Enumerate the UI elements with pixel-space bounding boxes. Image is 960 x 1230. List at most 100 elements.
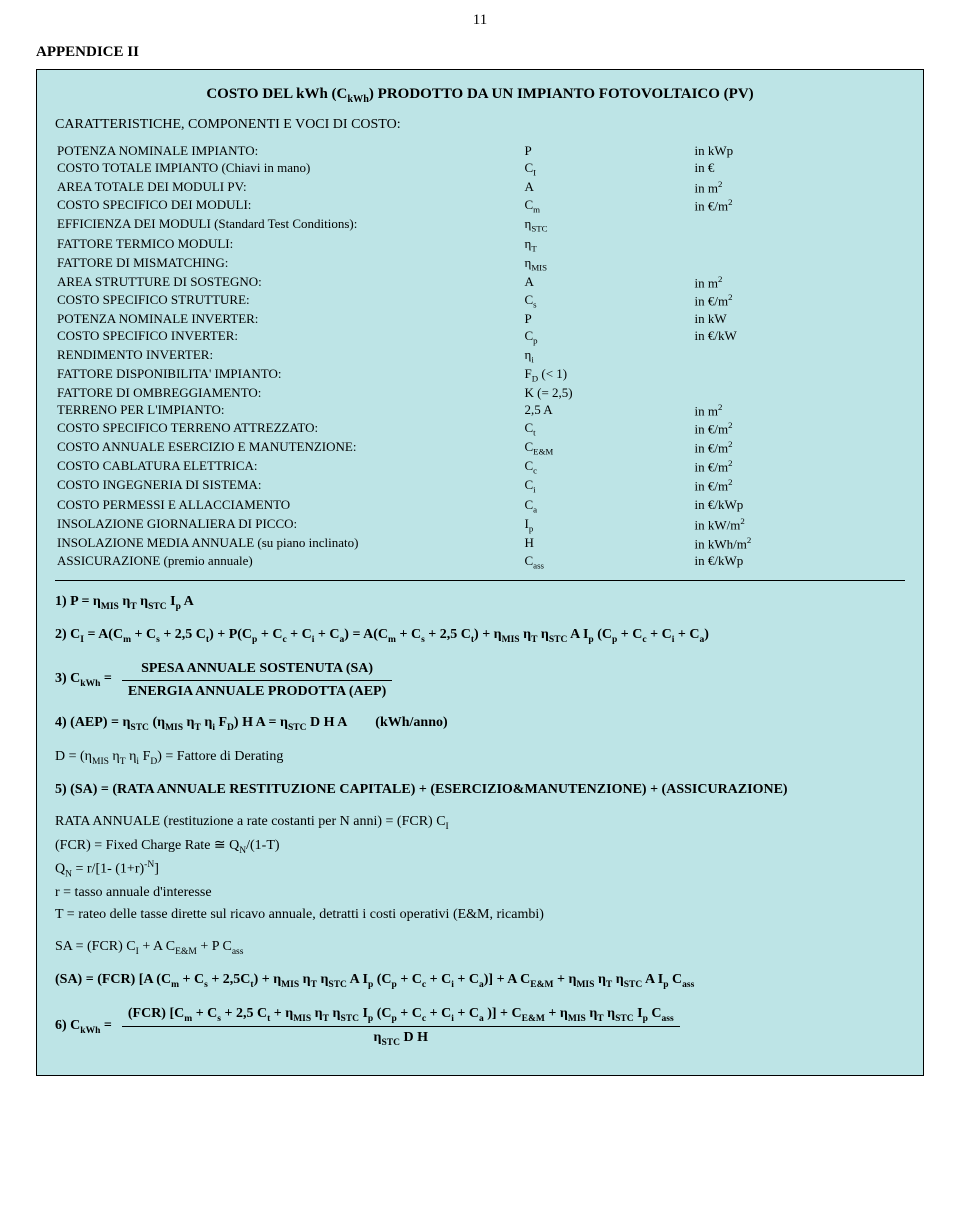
table-row: COSTO SPECIFICO INVERTER:Cpin €/kW xyxy=(55,328,905,347)
row-unit xyxy=(693,216,906,235)
table-row: INSOLAZIONE GIORNALIERA DI PICCO:Ipin kW… xyxy=(55,516,905,535)
row-unit xyxy=(693,236,906,255)
table-row: COSTO ANNUALE ESERCIZIO E MANUTENZIONE:C… xyxy=(55,439,905,458)
row-label: FATTORE DI MISMATCHING: xyxy=(55,255,523,274)
row-unit: in € xyxy=(693,160,906,179)
table-row: ASSICURAZIONE (premio annuale)Cassin €/k… xyxy=(55,553,905,572)
row-label: COSTO CABLATURA ELETTRICA: xyxy=(55,458,523,477)
table-row: AREA TOTALE DEI MODULI PV:Ain m2 xyxy=(55,179,905,197)
row-label: FATTORE TERMICO MODULI: xyxy=(55,236,523,255)
formula-3: 3) CkWh = SPESA ANNUALE SOSTENUTA (SA) E… xyxy=(55,658,905,702)
table-row: FATTORE DI OMBREGGIAMENTO:K (= 2,5) xyxy=(55,385,905,402)
row-unit: in €/m2 xyxy=(693,477,906,496)
row-label: RENDIMENTO INVERTER: xyxy=(55,347,523,366)
row-label: FATTORE DI OMBREGGIAMENTO: xyxy=(55,385,523,402)
table-row: COSTO SPECIFICO STRUTTURE:Csin €/m2 xyxy=(55,292,905,311)
row-unit: in €/kW xyxy=(693,328,906,347)
rata-line-2: (FCR) = Fixed Charge Rate ≅ QN/(1-T) xyxy=(55,835,905,859)
row-unit: in kW xyxy=(693,311,906,328)
row-unit: in m2 xyxy=(693,179,906,197)
formula-2: 2) CI = A(Cm + Cs + 2,5 Ct) + P(Cp + Cc … xyxy=(55,624,905,648)
row-unit: in kW/m2 xyxy=(693,516,906,535)
formula-1: 1) P = ηMIS ηT ηSTC Ip A xyxy=(55,591,905,615)
sa-line-1: SA = (FCR) CI + A CE&M + P Cass xyxy=(55,936,905,960)
row-unit: in €/m2 xyxy=(693,420,906,439)
table-row: FATTORE DISPONIBILITA' IMPIANTO:FD (< 1) xyxy=(55,366,905,385)
row-symbol: 2,5 A xyxy=(523,402,693,420)
table-row: FATTORE DI MISMATCHING:ηMIS xyxy=(55,255,905,274)
row-symbol: CI xyxy=(523,160,693,179)
table-row: INSOLAZIONE MEDIA ANNUALE (su piano incl… xyxy=(55,535,905,553)
row-label: COSTO SPECIFICO STRUTTURE: xyxy=(55,292,523,311)
row-symbol: Ct xyxy=(523,420,693,439)
row-symbol: Cass xyxy=(523,553,693,572)
content-panel: COSTO DEL kWh (CkWh) PRODOTTO DA UN IMPI… xyxy=(36,69,924,1076)
row-label: COSTO SPECIFICO INVERTER: xyxy=(55,328,523,347)
panel-title: COSTO DEL kWh (CkWh) PRODOTTO DA UN IMPI… xyxy=(55,84,905,107)
characteristics-table: POTENZA NOMINALE IMPIANTO:Pin kWpCOSTO T… xyxy=(55,143,905,572)
row-symbol: Cp xyxy=(523,328,693,347)
row-unit xyxy=(693,347,906,366)
row-unit: in €/m2 xyxy=(693,458,906,477)
table-row: FATTORE TERMICO MODULI:ηT xyxy=(55,236,905,255)
row-symbol: P xyxy=(523,143,693,160)
row-symbol: Cs xyxy=(523,292,693,311)
table-row: COSTO SPECIFICO DEI MODULI:Cmin €/m2 xyxy=(55,197,905,216)
row-unit xyxy=(693,255,906,274)
table-row: COSTO CABLATURA ELETTRICA:Ccin €/m2 xyxy=(55,458,905,477)
row-symbol: ηSTC xyxy=(523,216,693,235)
row-unit: in €/m2 xyxy=(693,197,906,216)
row-label: INSOLAZIONE GIORNALIERA DI PICCO: xyxy=(55,516,523,535)
row-label: AREA STRUTTURE DI SOSTEGNO: xyxy=(55,274,523,292)
table-row: POTENZA NOMINALE IMPIANTO:Pin kWp xyxy=(55,143,905,160)
rata-line-4: r = tasso annuale d'interesse xyxy=(55,882,905,904)
table-row: EFFICIENZA DEI MODULI (Standard Test Con… xyxy=(55,216,905,235)
row-symbol: K (= 2,5) xyxy=(523,385,693,402)
page-number: 11 xyxy=(0,0,960,30)
sa-line-2: (SA) = (FCR) [A (Cm + Cs + 2,5Ct) + ηMIS… xyxy=(55,969,905,993)
formula-6: 6) CkWh = (FCR) [Cm + Cs + 2,5 Ct + ηMIS… xyxy=(55,1003,905,1051)
row-unit: in m2 xyxy=(693,402,906,420)
table-row: COSTO SPECIFICO TERRENO ATTREZZATO:Ctin … xyxy=(55,420,905,439)
row-label: TERRENO PER L'IMPIANTO: xyxy=(55,402,523,420)
table-row: RENDIMENTO INVERTER:ηi xyxy=(55,347,905,366)
rata-line-1: RATA ANNUALE (restituzione a rate costan… xyxy=(55,811,905,835)
row-unit xyxy=(693,385,906,402)
row-label: COSTO SPECIFICO TERRENO ATTREZZATO: xyxy=(55,420,523,439)
section-title: CARATTERISTICHE, COMPONENTI E VOCI DI CO… xyxy=(55,116,905,135)
row-label: COSTO SPECIFICO DEI MODULI: xyxy=(55,197,523,216)
derating-def: D = (ηMIS ηT ηi FD) = Fattore di Deratin… xyxy=(55,746,905,770)
row-unit: in m2 xyxy=(693,274,906,292)
row-unit: in €/m2 xyxy=(693,439,906,458)
row-symbol: Ip xyxy=(523,516,693,535)
rata-line-3: QN = r/[1- (1+r)-N] xyxy=(55,858,905,882)
row-label: POTENZA NOMINALE IMPIANTO: xyxy=(55,143,523,160)
row-label: AREA TOTALE DEI MODULI PV: xyxy=(55,179,523,197)
table-row: COSTO PERMESSI E ALLACCIAMENTOCain €/kWp xyxy=(55,497,905,516)
row-symbol: H xyxy=(523,535,693,553)
row-symbol: ηT xyxy=(523,236,693,255)
row-symbol: Cm xyxy=(523,197,693,216)
row-symbol: ηMIS xyxy=(523,255,693,274)
row-label: COSTO PERMESSI E ALLACCIAMENTO xyxy=(55,497,523,516)
row-symbol: A xyxy=(523,274,693,292)
row-unit: in €/kWp xyxy=(693,497,906,516)
table-row: COSTO TOTALE IMPIANTO (Chiavi in mano)CI… xyxy=(55,160,905,179)
row-unit: in €/m2 xyxy=(693,292,906,311)
formulas-block: 1) P = ηMIS ηT ηSTC Ip A 2) CI = A(Cm + … xyxy=(55,591,905,1051)
row-label: FATTORE DISPONIBILITA' IMPIANTO: xyxy=(55,366,523,385)
row-unit xyxy=(693,366,906,385)
divider xyxy=(55,580,905,581)
row-label: COSTO INGEGNERIA DI SISTEMA: xyxy=(55,477,523,496)
rata-line-5: T = rateo delle tasse dirette sul ricavo… xyxy=(55,904,905,926)
row-symbol: CE&M xyxy=(523,439,693,458)
formula-4: 4) (AEP) = ηSTC (ηMIS ηT ηi FD) H A = ηS… xyxy=(55,712,905,736)
row-symbol: P xyxy=(523,311,693,328)
row-label: COSTO ANNUALE ESERCIZIO E MANUTENZIONE: xyxy=(55,439,523,458)
row-symbol: FD (< 1) xyxy=(523,366,693,385)
row-label: COSTO TOTALE IMPIANTO (Chiavi in mano) xyxy=(55,160,523,179)
table-row: COSTO INGEGNERIA DI SISTEMA:Ciin €/m2 xyxy=(55,477,905,496)
row-symbol: ηi xyxy=(523,347,693,366)
row-label: INSOLAZIONE MEDIA ANNUALE (su piano incl… xyxy=(55,535,523,553)
row-unit: in kWp xyxy=(693,143,906,160)
